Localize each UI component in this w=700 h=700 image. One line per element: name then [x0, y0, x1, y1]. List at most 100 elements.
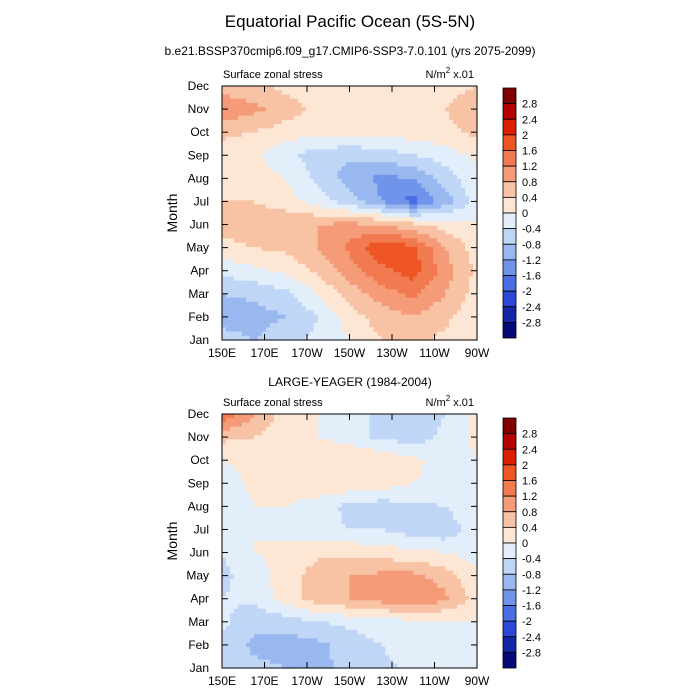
heatmap-cell — [341, 166, 347, 172]
heatmap-cell — [333, 128, 339, 134]
heatmap-cell — [473, 259, 478, 265]
heatmap-cell — [389, 221, 394, 227]
heatmap-cell — [409, 439, 414, 445]
heatmap-cell — [409, 196, 414, 201]
heatmap-cell — [433, 187, 438, 193]
heatmap-cell — [253, 141, 259, 146]
heatmap-cell — [237, 141, 243, 146]
heatmap-cell — [317, 314, 323, 320]
heatmap-cell — [249, 284, 255, 290]
heatmap-cell — [225, 323, 231, 328]
heatmap-cell — [361, 136, 367, 142]
heatmap-cell — [233, 98, 239, 104]
heatmap-cell — [345, 94, 351, 100]
heatmap-cell — [445, 107, 450, 112]
y-tick-label: Oct — [190, 125, 209, 139]
heatmap-cell — [245, 452, 251, 457]
heatmap-cell — [385, 132, 390, 138]
heatmap-cell — [285, 242, 291, 248]
heatmap-cell — [425, 435, 430, 440]
heatmap-cell — [417, 314, 422, 320]
heatmap-cell — [337, 306, 343, 311]
heatmap-cell — [453, 187, 458, 193]
heatmap-cell — [301, 225, 307, 231]
heatmap-cell — [377, 115, 382, 121]
heatmap-cell — [397, 426, 402, 432]
heatmap-cell — [222, 481, 227, 487]
heatmap-cell — [425, 422, 430, 428]
heatmap-cell — [285, 246, 291, 252]
heatmap-cell — [369, 217, 374, 223]
heatmap-cell — [377, 331, 382, 337]
heatmap-cell — [225, 297, 231, 303]
heatmap-cell — [397, 314, 402, 320]
heatmap-cell — [381, 234, 386, 239]
heatmap-cell — [229, 460, 235, 466]
heatmap-cell — [449, 162, 454, 168]
heatmap-cell — [321, 200, 327, 206]
heatmap-cell — [397, 297, 402, 303]
heatmap-cell — [365, 200, 371, 206]
heatmap-cell — [393, 426, 398, 432]
heatmap-cell — [233, 464, 239, 470]
heatmap-cell — [257, 251, 263, 256]
heatmap-cell — [373, 255, 378, 261]
heatmap-cell — [441, 430, 446, 436]
heatmap-cell — [409, 183, 414, 189]
heatmap-cell — [425, 179, 430, 184]
heatmap-cell — [425, 447, 430, 453]
heatmap-cell — [317, 255, 323, 261]
heatmap-cell — [317, 221, 323, 227]
heatmap-cell — [325, 132, 331, 138]
heatmap-cell — [301, 272, 307, 278]
heatmap-cell — [341, 268, 347, 273]
heatmap-cell — [385, 414, 390, 419]
heatmap-cell — [357, 200, 363, 206]
heatmap-cell — [349, 310, 355, 316]
heatmap-cell — [245, 310, 251, 316]
heatmap-cell — [425, 318, 430, 324]
heatmap-cell — [285, 115, 291, 121]
heatmap-cell — [441, 422, 446, 428]
heatmap-cell — [353, 141, 359, 146]
heatmap-cell — [325, 157, 331, 163]
heatmap-cell — [405, 200, 410, 206]
heatmap-cell — [357, 166, 363, 172]
heatmap-cell — [365, 443, 371, 449]
heatmap-cell — [233, 301, 239, 307]
heatmap-cell — [353, 435, 359, 440]
heatmap-cell — [361, 297, 367, 303]
heatmap-cell — [249, 196, 255, 201]
heatmap-cell — [381, 124, 386, 129]
heatmap-cell — [329, 208, 335, 214]
heatmap-cell — [441, 149, 446, 155]
heatmap-cell — [233, 145, 239, 151]
heatmap-cell — [449, 98, 454, 104]
heatmap-cell — [225, 124, 231, 129]
heatmap-cell — [241, 119, 247, 125]
heatmap-cell — [373, 335, 378, 341]
heatmap-cell — [305, 310, 311, 316]
heatmap-cell — [441, 111, 446, 117]
heatmap-cell — [269, 301, 275, 307]
heatmap-cell — [341, 149, 347, 155]
heatmap-cell — [461, 141, 466, 146]
heatmap-cell — [405, 204, 410, 210]
heatmap-cell — [465, 464, 470, 470]
heatmap-cell — [341, 102, 347, 108]
heatmap-cell — [469, 443, 474, 449]
heatmap-cell — [265, 128, 271, 134]
heatmap-cell — [421, 200, 426, 206]
heatmap-cell — [361, 234, 367, 239]
heatmap-cell — [229, 323, 235, 328]
heatmap-cell — [241, 94, 247, 100]
heatmap-cell — [437, 301, 442, 307]
heatmap-cell — [369, 221, 374, 227]
heatmap-cell — [429, 162, 434, 168]
heatmap-cell — [301, 124, 307, 129]
heatmap-cell — [357, 481, 363, 487]
heatmap-cell — [237, 98, 243, 104]
heatmap-cell — [241, 259, 247, 265]
heatmap-cell — [353, 430, 359, 436]
heatmap-cell — [389, 473, 394, 479]
